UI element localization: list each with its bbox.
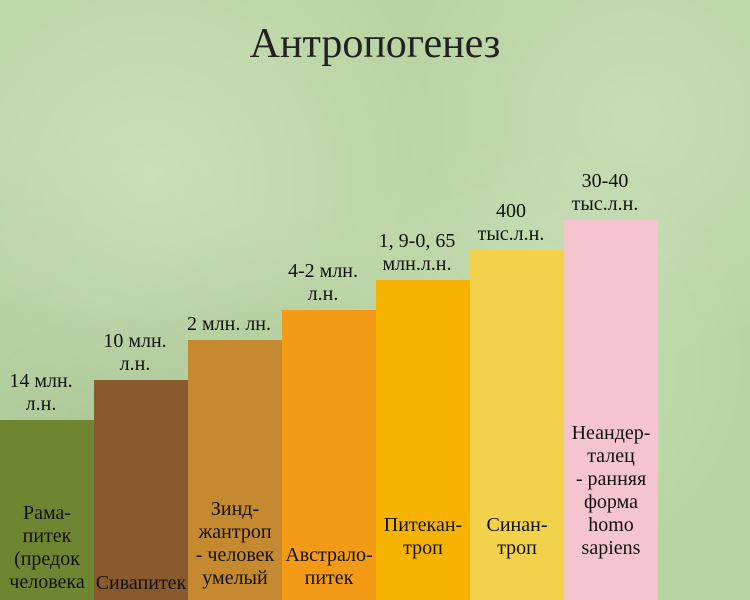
name-label-pithecanthropus: Питекан- троп [376, 514, 470, 560]
time-label-neanderthal: 30-40 тыс.л.н. [558, 170, 652, 216]
name-label-australopithecus: Австрало- питек [282, 544, 376, 590]
name-label-sinanthropus: Синан- троп [470, 514, 564, 560]
time-label-sinanthropus: 400 тыс.л.н. [464, 200, 558, 246]
name-label-zinjanthropus: Зинд- жантроп - человек умелый [188, 498, 282, 590]
time-label-sivapithecus: 10 млн. л.н. [88, 330, 182, 376]
name-label-ramapithecus: Рама- питек (предок человека и высших об… [0, 502, 94, 600]
time-label-australopithecus: 4-2 млн. л.н. [276, 260, 370, 306]
anthropogenesis-chart: 14 млн. л.н. Рама- питек (предок человека… [0, 120, 750, 600]
time-label-pithecanthropus: 1, 9-0, 65 млн.л.н. [370, 230, 464, 276]
name-label-sivapithecus: Сивапитек [94, 572, 188, 595]
name-label-neanderthal: Неандер- талец - ранняя форма homo sapie… [564, 422, 658, 560]
page-title: Антропогенез [0, 20, 750, 68]
time-label-zinjanthropus: 2 млн. лн. [182, 313, 276, 336]
bar-sivapithecus [94, 380, 188, 600]
time-label-ramapithecus: 14 млн. л.н. [0, 370, 88, 416]
